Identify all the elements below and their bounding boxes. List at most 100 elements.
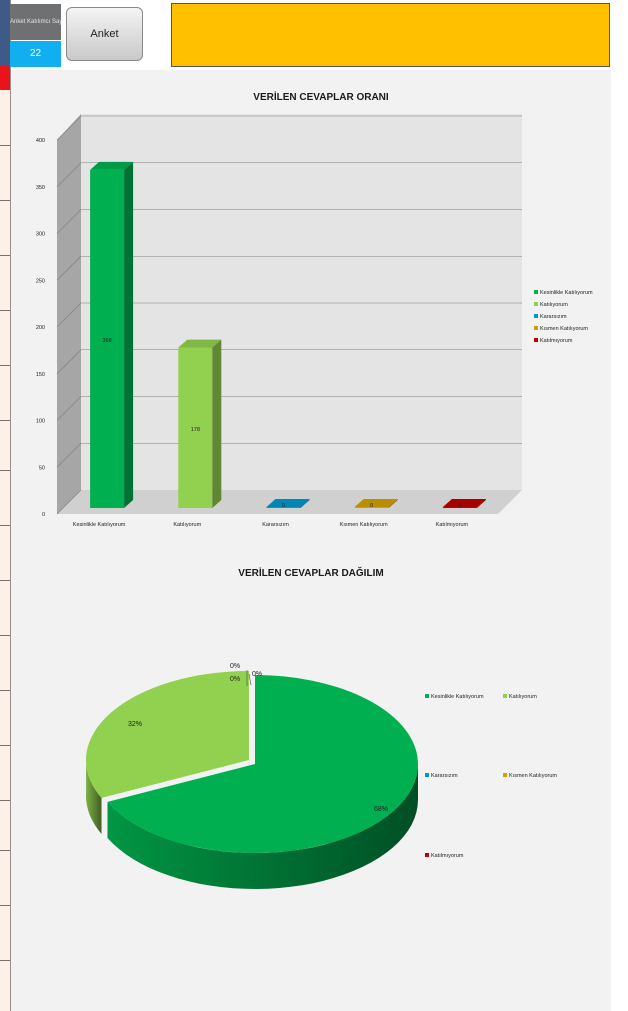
pie-legend-label: Kararsızım — [431, 773, 458, 779]
legend-label: Kısmen Katılıyorum — [540, 326, 588, 332]
y-tick-label: 100 — [36, 419, 45, 425]
pie-legend-swatch — [425, 853, 429, 857]
y-tick-label: 300 — [36, 232, 45, 238]
pie-value-label: 68% — [374, 806, 388, 813]
legend-swatch — [534, 290, 538, 294]
pie-slice — [85, 671, 249, 798]
gridline-side — [56, 302, 82, 328]
y-tick-label: 250 — [36, 278, 45, 284]
row-divider — [0, 525, 10, 526]
row-divider — [0, 850, 10, 851]
anket-button[interactable]: Anket — [66, 7, 143, 61]
x-category-label: Kısmen Katılıyorum — [340, 522, 388, 528]
gridline-side — [56, 209, 82, 234]
y-tick-label: 350 — [36, 185, 45, 191]
gridline-side — [56, 256, 82, 281]
row-divider — [0, 690, 10, 691]
row-header-blue — [0, 0, 10, 40]
pie-slice-side — [107, 763, 418, 889]
row-divider — [0, 145, 10, 146]
bar-top — [354, 499, 398, 507]
bar — [178, 347, 213, 508]
row-divider — [0, 470, 10, 471]
pie-value-label: 0% — [252, 671, 262, 678]
row-divider — [0, 635, 10, 636]
pie-legend-swatch — [425, 773, 429, 777]
y-tick-label: 0 — [42, 512, 45, 518]
bar-chart: VERİLEN CEVAPLAR ORANI 0 50 100 150 200 250 30… — [36, 90, 593, 528]
participant-count-value: 22 — [10, 41, 61, 67]
bar — [266, 507, 301, 508]
bar-value-label: 0 — [458, 503, 461, 509]
legend-label: Katılıyorum — [540, 302, 568, 308]
row-header-blue-2 — [0, 40, 10, 66]
participant-count-label: Anket Katılımcı Sayısı — [10, 4, 61, 40]
row-divider — [0, 420, 10, 421]
bar-top — [266, 499, 310, 507]
gridline-side — [56, 396, 82, 421]
pie-chart: VERİLEN CEVAPLAR DAĞILIM 68% 32% 0% 0% 0% Ke… — [85, 566, 557, 889]
bar — [442, 507, 477, 508]
row-marker-red — [0, 66, 10, 90]
y-tick-label: 50 — [39, 465, 45, 471]
y-tick-label: 150 — [36, 372, 45, 378]
bar-side — [388, 499, 398, 508]
pie-legend-label: Katılıyorum — [509, 694, 537, 700]
legend-label: Kararsızım — [540, 314, 567, 320]
gridline-side — [56, 115, 82, 141]
bar-value-label: 368 — [103, 338, 112, 344]
legend-swatch — [534, 326, 538, 330]
pie-legend-label: Kısmen Katılıyorum — [509, 773, 557, 779]
bar-side — [476, 499, 486, 508]
legend-swatch — [534, 302, 538, 306]
bar-top — [90, 161, 134, 170]
bar-side — [212, 339, 222, 508]
bar-value-label: 0 — [282, 503, 285, 509]
legend-swatch — [534, 338, 538, 342]
gridline-side — [56, 443, 82, 468]
row-divider — [0, 310, 10, 311]
row-divider — [0, 800, 10, 801]
row-divider — [0, 580, 10, 581]
pie-slice-side — [86, 757, 102, 834]
row-divider — [0, 745, 10, 746]
bar-chart-title: VERİLEN CEVAPLAR ORANI — [253, 90, 389, 103]
bar-value-label: 178 — [191, 427, 200, 433]
gridline-side — [56, 349, 82, 374]
bar-top — [178, 339, 222, 348]
pie-legend-label: Katılmıyorum — [431, 853, 464, 859]
bar — [354, 507, 389, 508]
row-strip — [0, 0, 11, 1011]
y-tick-label: 200 — [36, 325, 45, 331]
bar — [90, 169, 125, 509]
row-divider — [0, 365, 10, 366]
bar-value-label: 0 — [370, 503, 373, 509]
chart-area: VERİLEN CEVAPLAR ORANI 0 50 100 150 200 250 30… — [11, 70, 611, 1011]
pie-value-label: 0% — [230, 676, 240, 683]
x-category-label: Katılıyorum — [173, 522, 201, 528]
legend-swatch — [534, 314, 538, 318]
pie-value-label: 0% — [230, 663, 240, 670]
pie-legend-label: Kesinlikle Katılıyorum — [431, 694, 484, 700]
legend-label: Katılmıyorum — [540, 338, 573, 344]
row-divider — [0, 255, 10, 256]
row-divider — [0, 960, 10, 961]
pie-chart-title: VERİLEN CEVAPLAR DAĞILIM — [238, 566, 383, 579]
x-category-label: Kararsızım — [262, 522, 289, 528]
x-category-label: Kesinlikle Katılıyorum — [73, 522, 126, 528]
row-divider — [0, 905, 10, 906]
bar-top — [442, 499, 486, 507]
y-tick-label: 400 — [36, 138, 45, 144]
legend-label: Kesinlikle Katılıyorum — [540, 290, 593, 296]
pie-value-label: 32% — [128, 721, 142, 728]
chart-side-wall — [57, 114, 81, 514]
bar-side — [300, 499, 310, 508]
leader-line — [248, 673, 252, 686]
gridline-side — [56, 489, 82, 515]
pie-slice — [107, 675, 418, 853]
pie-legend-swatch — [503, 694, 507, 698]
row-divider — [0, 200, 10, 201]
info-panel — [171, 3, 610, 67]
pie-legend-swatch — [425, 694, 429, 698]
gridline-side — [56, 162, 82, 187]
